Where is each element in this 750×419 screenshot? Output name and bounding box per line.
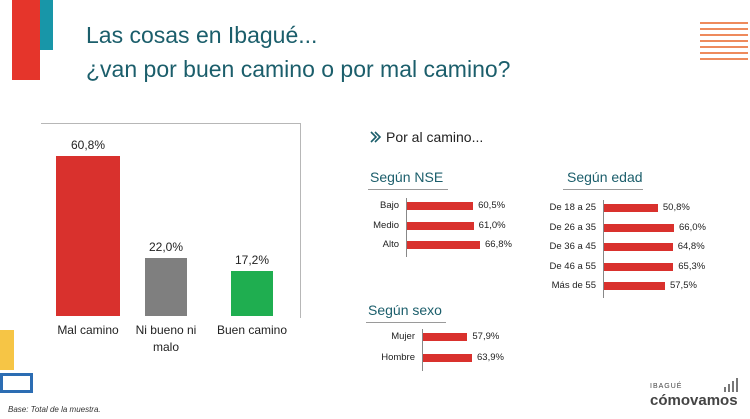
bar <box>604 262 674 271</box>
row-label: De 46 a 55 <box>549 260 596 272</box>
data-label: 57,9% <box>472 331 500 342</box>
data-label: 22,0% <box>148 240 184 255</box>
brand-city: IBAGUÉ <box>650 383 683 390</box>
bar <box>423 333 468 341</box>
bar <box>407 202 474 210</box>
row-label: De 36 a 45 <box>549 241 596 252</box>
data-label: 65,3% <box>678 260 706 272</box>
bar <box>604 204 658 212</box>
data-label: 17,2% <box>234 252 270 267</box>
row-label: Más de 55 <box>551 280 596 291</box>
section-underline <box>563 189 643 190</box>
accent-block-red <box>12 0 40 80</box>
row-label: Medio <box>373 219 399 231</box>
row-label: Mujer <box>391 331 415 342</box>
row-label: De 18 a 25 <box>549 202 596 213</box>
bar <box>604 243 673 251</box>
data-label: 61,0% <box>478 219 506 231</box>
main-chart-frame <box>41 123 301 318</box>
bar <box>423 354 472 362</box>
stripe-decoration <box>700 34 748 36</box>
data-label: 57,5% <box>669 280 697 291</box>
axis-line <box>406 198 407 257</box>
category-label: Ni bueno ni malo <box>135 323 197 354</box>
bar <box>56 156 120 316</box>
sub-header: Por al camino... <box>386 129 484 145</box>
section-title: Según sexo <box>368 302 442 318</box>
stripe-decoration <box>700 52 748 54</box>
bar <box>145 258 187 316</box>
row-label: Hombre <box>381 352 415 363</box>
accent-frame-blue <box>0 373 33 393</box>
category-label: Buen camino <box>216 323 288 337</box>
axis-line <box>422 329 423 371</box>
stripe-decoration <box>700 22 748 24</box>
bar <box>604 223 674 232</box>
axis-line <box>603 200 604 298</box>
data-label: 60,8% <box>70 138 106 153</box>
data-label: 64,8% <box>677 241 705 252</box>
stripe-decoration <box>700 28 748 30</box>
brand-logo: cómovamos <box>650 392 738 409</box>
double-chevron-icon <box>370 131 382 143</box>
page-title-line-2: ¿van por buen camino o por mal camino? <box>86 56 511 82</box>
stripe-decoration <box>700 58 748 60</box>
accent-block-teal <box>40 0 53 50</box>
row-label: De 26 a 35 <box>549 221 596 233</box>
section-underline <box>368 189 448 190</box>
bar <box>407 221 474 230</box>
category-label: Mal camino <box>57 323 119 337</box>
bar <box>604 282 665 290</box>
bar <box>231 270 273 316</box>
data-label: 63,9% <box>477 352 504 363</box>
data-label: 66,8% <box>485 239 512 250</box>
bar-chart-icon <box>724 378 738 392</box>
accent-block-yellow <box>0 330 14 370</box>
stripe-decoration <box>700 46 748 48</box>
section-title: Según NSE <box>370 169 444 185</box>
data-label: 60,5% <box>478 200 506 211</box>
row-label: Bajo <box>379 200 399 211</box>
page-title-line-1: Las cosas en Ibagué... <box>86 22 318 48</box>
footnote: Base: Total de la muestra. <box>8 405 101 414</box>
stripe-decoration <box>700 40 748 42</box>
section-title: Según edad <box>567 169 643 185</box>
row-label: Alto <box>382 239 399 250</box>
data-label: 66,0% <box>679 221 706 233</box>
section-underline <box>366 322 446 323</box>
data-label: 50,8% <box>662 202 690 213</box>
bar <box>407 241 480 249</box>
